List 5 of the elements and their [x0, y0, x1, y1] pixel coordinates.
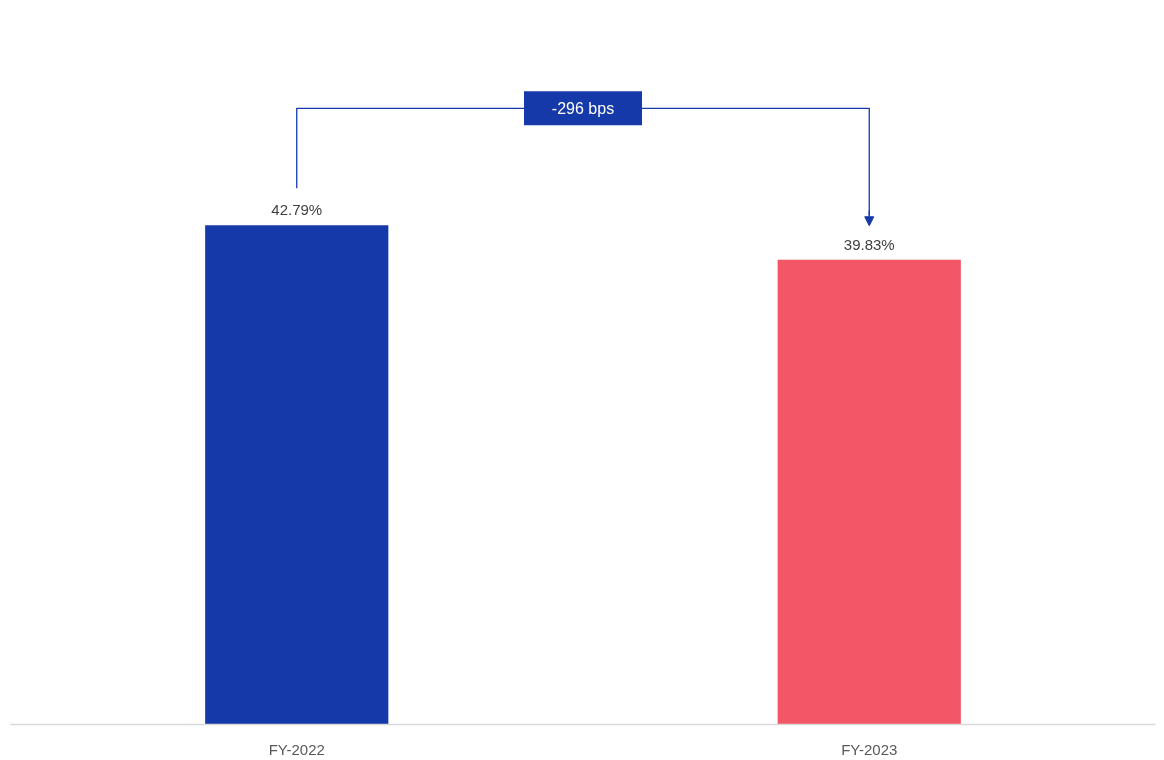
data-label: 42.79%	[271, 201, 323, 219]
text: -296 bps	[551, 99, 615, 117]
x-tick-label: FY-2022	[268, 740, 325, 758]
x-tick-label: FY-2023	[841, 740, 898, 758]
data-label: 39.83%	[843, 235, 895, 253]
